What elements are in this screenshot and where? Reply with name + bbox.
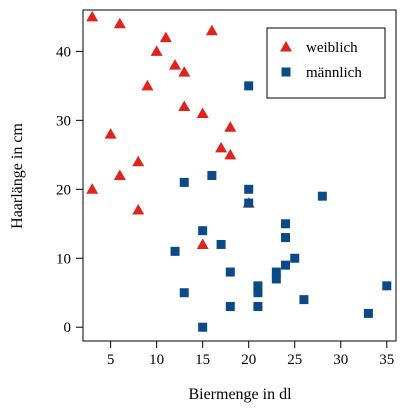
point-weiblich	[169, 59, 182, 70]
point-maennlich	[299, 295, 309, 305]
x-tick-label: 30	[333, 352, 348, 368]
x-axis-label: Biermenge in dl	[188, 386, 292, 403]
point-maennlich	[198, 322, 208, 332]
point-maennlich	[244, 184, 254, 194]
point-maennlich	[170, 246, 180, 256]
x-tick-label: 20	[241, 352, 256, 368]
x-tick-label: 25	[287, 352, 302, 368]
point-weiblich	[132, 155, 145, 167]
point-maennlich	[271, 267, 281, 277]
plot-frame	[82, 9, 397, 342]
point-weiblich	[224, 121, 237, 132]
y-tick-label: 20	[56, 182, 71, 198]
point-maennlich	[317, 191, 327, 201]
point-weiblich	[104, 128, 117, 139]
point-maennlich	[382, 281, 392, 291]
y-tick-label: 10	[56, 251, 71, 267]
x-tick-label: 10	[149, 352, 164, 368]
legend: weiblich männlich	[266, 27, 386, 99]
point-maennlich	[281, 233, 291, 243]
point-maennlich	[179, 288, 189, 298]
x-axis: 5 10 15 20 25 30 35	[107, 341, 394, 368]
point-maennlich	[198, 226, 208, 236]
point-maennlich	[271, 274, 281, 284]
legend-marker	[280, 41, 292, 52]
point-weiblich	[141, 79, 154, 91]
point-maennlich	[244, 81, 254, 91]
point-weiblich	[150, 45, 163, 56]
point-maennlich	[207, 171, 217, 180]
legend-label: männlich	[306, 65, 362, 81]
point-maennlich	[281, 260, 291, 270]
point-weiblich	[113, 169, 126, 180]
point-weiblich	[205, 24, 218, 36]
point-maennlich	[244, 198, 254, 208]
point-weiblich	[86, 183, 99, 194]
point-weiblich	[178, 66, 191, 77]
y-tick-label: 0	[64, 320, 72, 336]
y-tick-label: 40	[56, 44, 71, 60]
legend-label: weiblich	[306, 40, 358, 56]
data-points	[86, 10, 392, 332]
y-tick-label: 30	[56, 113, 71, 129]
point-weiblich	[224, 148, 237, 160]
y-axis: 0 10 20 30 40	[56, 44, 83, 336]
point-maennlich	[253, 288, 263, 298]
point-weiblich	[86, 10, 99, 22]
x-tick-label: 15	[195, 352, 210, 368]
y-axis-label: Haarlänge in cm	[9, 123, 26, 229]
point-maennlich	[363, 308, 373, 318]
point-maennlich	[225, 267, 235, 277]
point-weiblich	[132, 203, 145, 215]
point-weiblich	[196, 107, 209, 118]
point-weiblich	[196, 238, 209, 249]
x-tick-label: 35	[379, 352, 394, 368]
point-weiblich	[178, 100, 191, 112]
point-weiblich	[159, 31, 172, 43]
point-maennlich	[253, 302, 263, 312]
legend-marker	[281, 67, 291, 77]
point-weiblich	[215, 141, 228, 153]
point-maennlich	[179, 177, 189, 187]
x-tick-label: 5	[107, 352, 115, 368]
point-maennlich	[281, 219, 291, 229]
point-maennlich	[216, 239, 226, 249]
legend-box	[266, 27, 386, 99]
point-weiblich	[113, 17, 126, 29]
legend-items: weiblich männlich	[280, 40, 362, 81]
point-maennlich	[253, 281, 263, 291]
point-maennlich	[290, 253, 300, 263]
point-maennlich	[225, 302, 235, 312]
